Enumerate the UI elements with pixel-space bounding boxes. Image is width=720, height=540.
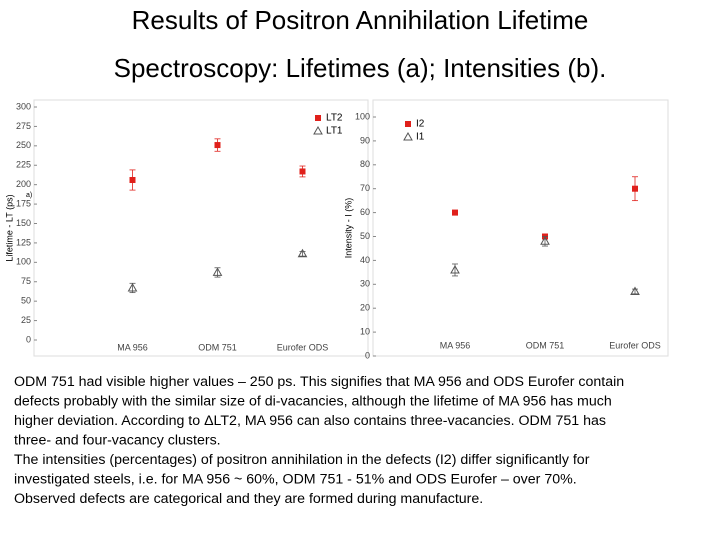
point xyxy=(299,168,306,175)
title-line: Results of Positron Annihilation Lifetim… xyxy=(132,5,589,35)
y-axis-label: Lifetime - LT (ps) xyxy=(4,194,14,261)
legend-marker xyxy=(313,125,323,135)
y-tick-label: 0 xyxy=(365,350,370,360)
y-tick-label: 0 xyxy=(26,334,31,344)
y-tick-label: 100 xyxy=(16,257,31,267)
x-tick-label: ODM 751 xyxy=(198,342,237,352)
y-tick-label: 40 xyxy=(360,255,370,265)
y-tick-label: 100 xyxy=(355,111,370,121)
y-tick-label: 30 xyxy=(360,279,370,289)
y-tick-label: 10 xyxy=(360,326,370,336)
y-tick-label: 50 xyxy=(360,231,370,241)
point xyxy=(450,264,460,274)
point xyxy=(127,282,138,292)
point xyxy=(540,236,550,245)
y-tick-label: 90 xyxy=(360,135,370,145)
body-text: defects probably with the similar size o… xyxy=(14,393,612,409)
body-text: three- and four-vacancy clusters. xyxy=(14,432,221,448)
y-tick-label: 70 xyxy=(360,183,370,193)
legend-label: LT2 xyxy=(326,113,343,124)
x-tick-label: MA 956 xyxy=(440,340,471,350)
y-tick-label: 250 xyxy=(16,140,31,150)
y-tick-label: 225 xyxy=(16,160,31,170)
legend-label: I1 xyxy=(416,132,425,143)
y-tick-label: 60 xyxy=(360,207,370,217)
point xyxy=(452,209,458,216)
body-text: ODM 751 had visible higher values – 250 … xyxy=(14,374,624,390)
y-tick-label: 20 xyxy=(360,303,370,313)
y-tick-label: 275 xyxy=(16,121,31,131)
y-tick-label: 150 xyxy=(16,218,31,228)
title-line: Spectroscopy: Lifetimes (a); Intensities… xyxy=(114,53,607,83)
body-text: higher deviation. According to ΔLT2, MA … xyxy=(14,413,606,429)
point xyxy=(214,142,221,149)
x-tick-label: Eurofer ODS xyxy=(277,342,329,352)
y-tick-label: 300 xyxy=(16,101,31,111)
panel-label: a) xyxy=(26,192,32,199)
x-tick-label: Eurofer ODS xyxy=(609,340,661,350)
y-tick-label: 80 xyxy=(360,159,370,169)
y-tick-label: 50 xyxy=(21,296,31,306)
legend-label: I2 xyxy=(416,119,425,130)
body-text: Observed defects are categorical and the… xyxy=(14,491,483,507)
y-tick-label: 25 xyxy=(21,315,31,325)
point xyxy=(129,177,136,184)
x-tick-label: MA 956 xyxy=(117,342,148,352)
y-tick-label: 125 xyxy=(16,237,31,247)
body-text: The intensities (percentages) of positro… xyxy=(14,452,590,468)
plot-frame xyxy=(33,99,369,357)
y-tick-label: 175 xyxy=(16,198,31,208)
body-text: investigated steels, i.e. for MA 956 ~ 6… xyxy=(14,471,577,487)
point xyxy=(212,267,223,276)
legend-marker xyxy=(315,115,321,121)
y-axis-label: Intensity - I (%) xyxy=(343,198,353,259)
plot-frame xyxy=(372,99,669,357)
y-tick-label: 200 xyxy=(16,179,31,189)
legend-label: LT1 xyxy=(326,126,343,137)
y-tick-label: 75 xyxy=(21,276,31,286)
point xyxy=(297,248,308,258)
point xyxy=(632,185,638,192)
point xyxy=(630,286,640,295)
legend-marker xyxy=(405,121,411,127)
legend-marker xyxy=(403,131,413,141)
x-tick-label: ODM 751 xyxy=(526,340,565,350)
